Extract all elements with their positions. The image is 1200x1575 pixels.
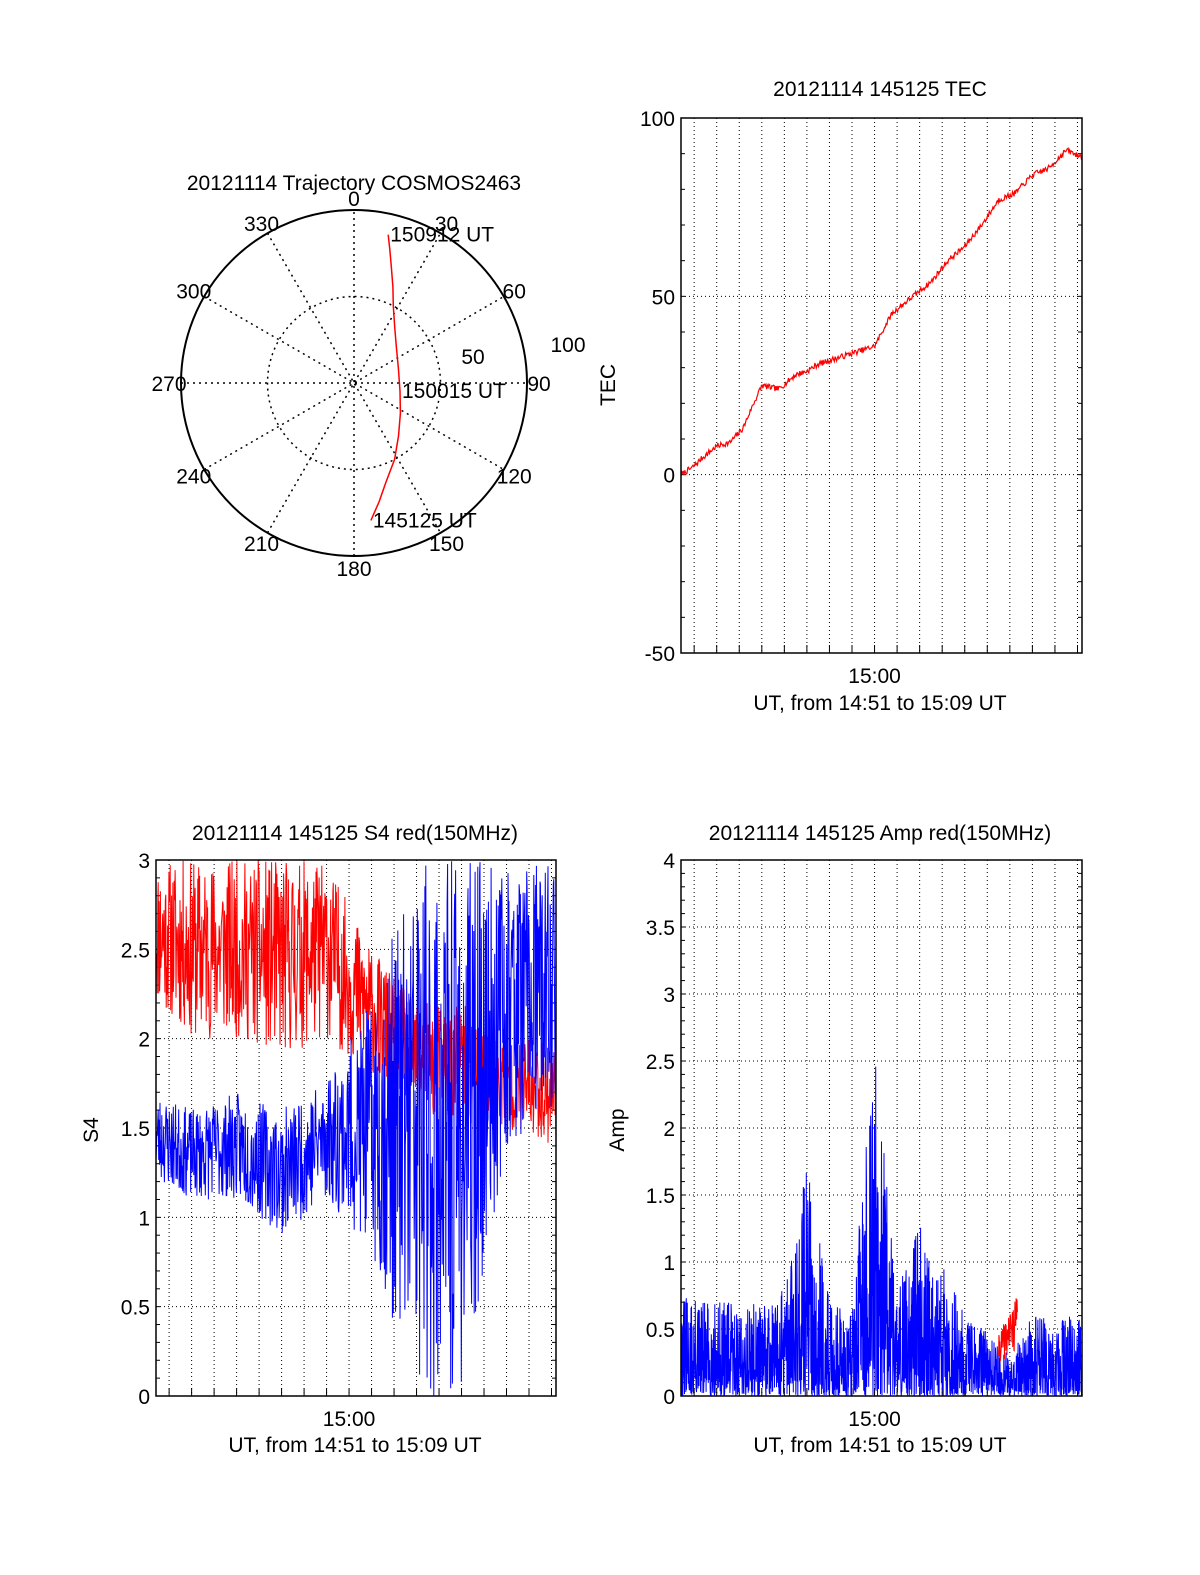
x-tick-label: 15:00 [848, 1408, 901, 1431]
polar-angle-label: 240 [176, 466, 211, 489]
chart-title: 20121114 145125 TEC [773, 78, 987, 101]
polar-angle-label: 90 [527, 373, 550, 396]
y-tick-label: 2.5 [121, 939, 150, 962]
y-tick-label: 1.5 [121, 1118, 150, 1141]
trajectory-time-label: 145125 UT [373, 509, 477, 532]
polar-angle-label: 270 [151, 373, 186, 396]
chart-title: 20121114 Trajectory COSMOS2463 [187, 172, 521, 195]
x-axis-label: UT, from 14:51 to 15:09 UT [753, 1434, 1006, 1457]
plot-area [681, 1066, 1082, 1396]
polar-angle-label: 300 [176, 281, 211, 304]
polar-angle-label: 60 [503, 281, 526, 304]
polar-spoke [266, 232, 442, 534]
y-tick-label: 3 [138, 850, 150, 873]
chart-title: 20121114 145125 S4 red(150MHz) [192, 822, 518, 845]
polar-angle-label: 0 [348, 188, 360, 211]
trajectory-line [370, 234, 402, 521]
y-tick-label: 0 [663, 465, 675, 488]
y-tick-label: 1 [138, 1207, 150, 1230]
x-tick-label: 15:00 [323, 1408, 376, 1431]
y-tick-label: 100 [640, 108, 675, 131]
s4-blue-series [156, 861, 556, 1396]
polar-trajectory-panel: 20121114 Trajectory COSMOS2463 0 30 60 90 12… [151, 172, 585, 581]
y-tick-label: 50 [652, 286, 675, 309]
polar-spoke [203, 295, 505, 471]
amp-panel: 20121114 145125 Amp red(150MHz) UT, from… [606, 822, 1083, 1457]
polar-angle-label: 120 [497, 466, 532, 489]
s4-panel: 20121114 145125 S4 red(150MHz) UT, from … [80, 822, 557, 1457]
x-axis-label: UT, from 14:51 to 15:09 UT [753, 692, 1006, 715]
x-axis-label: UT, from 14:51 to 15:09 UT [228, 1434, 481, 1457]
y-tick-label: -50 [645, 643, 675, 666]
y-tick-label: 2 [138, 1029, 150, 1052]
x-tick-label: 15:00 [848, 665, 901, 688]
polar-angle-label: 180 [336, 558, 371, 581]
plot-frame [680, 117, 1083, 654]
y-tick-label: 0 [138, 1386, 150, 1409]
trajectory-time-label: 150912 UT [390, 224, 494, 247]
y-tick-label: 1 [663, 1252, 675, 1275]
amp-red-series [998, 1298, 1018, 1361]
polar-angle-label: 150 [429, 533, 464, 556]
trajectory-time-label: 150015 UT [402, 380, 506, 403]
y-tick-label: 1.5 [646, 1185, 675, 1208]
y-tick-label: 3.5 [646, 917, 675, 940]
y-tick-label: 2.5 [646, 1051, 675, 1074]
plot-frame [155, 859, 557, 1397]
y-axis-label: TEC [597, 364, 620, 406]
y-tick-label: 0 [663, 1386, 675, 1409]
polar-angle-label: 30 [435, 213, 458, 236]
plot-area [156, 860, 556, 1396]
plot-frame [680, 859, 1083, 1397]
y-tick-label: 4 [663, 850, 675, 873]
polar-angle-label: 330 [244, 213, 279, 236]
polar-radius-label: 100 [550, 334, 585, 357]
y-axis-label: S4 [80, 1117, 103, 1143]
polar-radius-label: 50 [461, 346, 484, 369]
polar-angle-label: 210 [244, 533, 279, 556]
polar-spoke [266, 232, 442, 534]
polar-spoke [203, 295, 505, 471]
tec-panel: 20121114 145125 TEC UT, from 14:51 to 15… [597, 78, 1083, 715]
y-tick-label: 3 [663, 984, 675, 1007]
tec-series-line [680, 147, 1083, 477]
y-tick-label: 2 [663, 1118, 675, 1141]
y-axis-label: Amp [606, 1108, 629, 1151]
amp-blue-series [681, 1066, 1082, 1396]
y-tick-label: 0.5 [121, 1297, 150, 1320]
y-tick-label: 0.5 [646, 1319, 675, 1342]
chart-title: 20121114 145125 Amp red(150MHz) [709, 822, 1051, 845]
